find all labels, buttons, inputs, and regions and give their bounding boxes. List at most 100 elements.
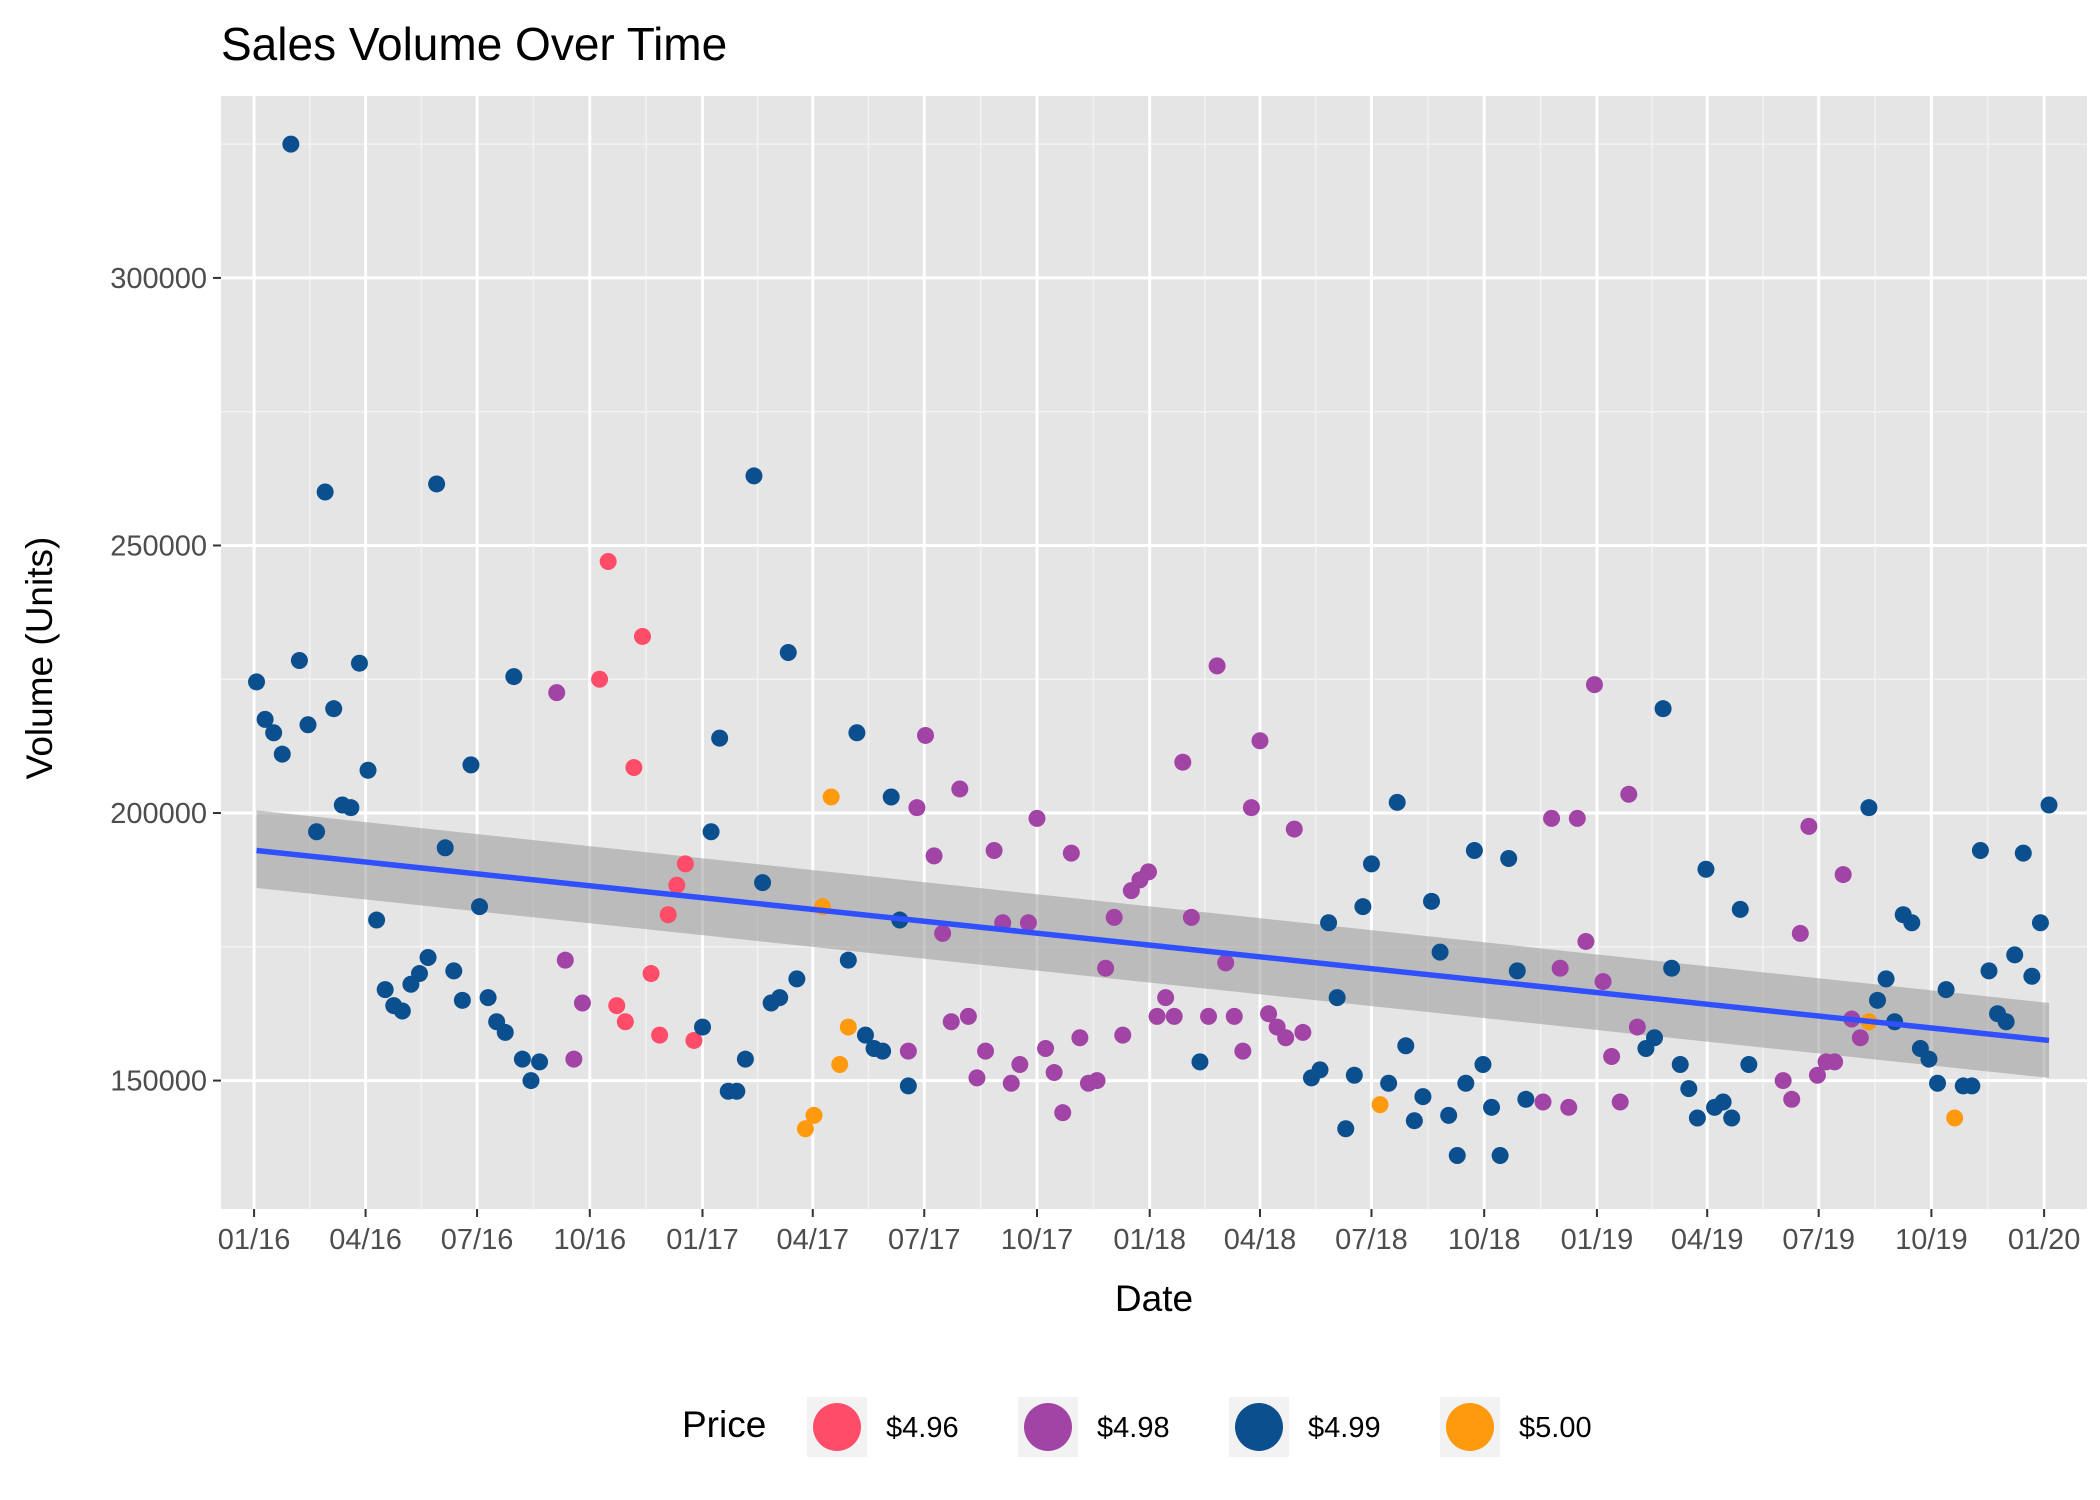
data-point	[1225, 1007, 1243, 1025]
data-point	[1834, 866, 1852, 884]
data-point	[728, 1082, 746, 1100]
legend-label: $4.98	[1097, 1412, 1170, 1444]
data-point	[1826, 1053, 1844, 1071]
data-point	[685, 1031, 703, 1049]
data-point	[1320, 914, 1338, 932]
data-point	[1800, 817, 1818, 835]
data-point	[1851, 1029, 1869, 1047]
legend-key-swatch	[1024, 1403, 1072, 1451]
data-point	[436, 839, 454, 857]
data-point	[771, 989, 789, 1007]
data-point	[1277, 1029, 1295, 1047]
x-tick-label: 01/19	[1561, 1224, 1634, 1256]
x-tick-label: 01/18	[1113, 1224, 1186, 1256]
data-point	[839, 951, 857, 969]
data-point	[1868, 991, 1886, 1009]
data-point	[694, 1018, 712, 1036]
data-point	[316, 483, 334, 501]
data-point	[573, 994, 591, 1012]
data-point	[1097, 959, 1115, 977]
data-point	[651, 1026, 669, 1044]
data-point	[788, 970, 806, 988]
data-point	[1388, 793, 1406, 811]
data-point	[839, 1018, 857, 1036]
data-point	[959, 1007, 977, 1025]
trend-line-group	[256, 847, 2050, 1044]
data-point	[548, 684, 566, 702]
data-point	[1517, 1090, 1535, 1108]
data-point	[1560, 1098, 1578, 1116]
x-tick-label: 07/17	[888, 1224, 961, 1256]
data-point	[1088, 1072, 1106, 1090]
data-point	[1354, 898, 1372, 916]
data-point	[522, 1072, 540, 1090]
legend-label: $4.96	[886, 1412, 959, 1444]
data-point	[505, 668, 523, 686]
data-point	[856, 1026, 874, 1044]
data-point	[1680, 1080, 1698, 1098]
data-point	[2040, 796, 2058, 814]
data-point	[282, 135, 300, 153]
data-point	[642, 965, 660, 983]
x-tick-label: 01/17	[666, 1224, 739, 1256]
data-point	[445, 962, 463, 980]
data-point	[633, 627, 651, 645]
data-point	[1568, 809, 1586, 827]
data-point	[1200, 1007, 1218, 1025]
data-point	[1946, 1109, 1964, 1127]
data-point	[1577, 932, 1595, 950]
data-point	[599, 553, 617, 571]
legend-key-swatch	[1235, 1403, 1283, 1451]
data-point	[1019, 914, 1037, 932]
chart-title: Sales Volume Over Time	[221, 18, 727, 70]
data-point	[874, 1042, 892, 1060]
y-tick-label: 300000	[110, 263, 207, 295]
data-point	[848, 724, 866, 742]
data-point	[299, 716, 317, 734]
data-point	[1645, 1029, 1663, 1047]
data-point	[805, 1106, 823, 1124]
data-point	[1543, 809, 1561, 827]
data-point	[1002, 1074, 1020, 1092]
x-tick-label: 10/16	[554, 1224, 627, 1256]
data-point	[1431, 943, 1449, 961]
data-point	[265, 724, 283, 742]
data-point	[1028, 809, 1046, 827]
data-point	[471, 898, 489, 916]
legend-key-swatch	[813, 1403, 861, 1451]
x-axis: 01/16 04/16 07/16 10/16 01/17 04/17 07/17 10/17…	[218, 1209, 2080, 1256]
data-point	[1242, 799, 1260, 817]
data-point	[1594, 973, 1612, 991]
data-point	[1534, 1093, 1552, 1111]
data-point	[1071, 1029, 1089, 1047]
data-point	[1165, 1007, 1183, 1025]
data-point	[1508, 962, 1526, 980]
data-point	[736, 1050, 754, 1068]
data-point	[779, 644, 797, 661]
x-axis-title: Date	[1115, 1278, 1193, 1319]
data-point	[899, 1042, 917, 1060]
data-point	[1114, 1026, 1132, 1044]
data-point	[977, 1042, 995, 1060]
data-point	[513, 1050, 531, 1068]
data-point	[1731, 900, 1749, 918]
data-point	[1217, 954, 1235, 972]
data-point	[1423, 892, 1441, 910]
data-point	[1448, 1146, 1466, 1164]
data-point	[1440, 1106, 1458, 1124]
data-point	[1723, 1109, 1741, 1127]
x-tick-label: 07/19	[1782, 1224, 1855, 1256]
data-point	[2031, 914, 2049, 932]
data-point	[1045, 1064, 1063, 1082]
legend-title: Price	[682, 1404, 766, 1445]
data-point	[1671, 1056, 1689, 1074]
data-point	[1011, 1056, 1029, 1074]
data-point	[1105, 908, 1123, 926]
data-point	[1311, 1061, 1329, 1079]
data-point	[934, 924, 952, 942]
data-point	[1208, 657, 1226, 675]
data-point	[1260, 1005, 1278, 1023]
data-point	[1937, 981, 1955, 999]
data-point	[616, 1013, 634, 1031]
data-point	[256, 710, 274, 728]
